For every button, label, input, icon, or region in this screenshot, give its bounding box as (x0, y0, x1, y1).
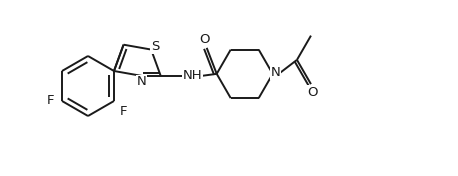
Text: F: F (46, 95, 54, 108)
Text: S: S (151, 40, 159, 53)
Text: N: N (271, 66, 281, 79)
Text: O: O (308, 86, 318, 99)
Text: O: O (199, 33, 210, 46)
Text: N: N (136, 75, 147, 88)
Text: F: F (120, 105, 128, 118)
Text: NH: NH (183, 69, 202, 82)
